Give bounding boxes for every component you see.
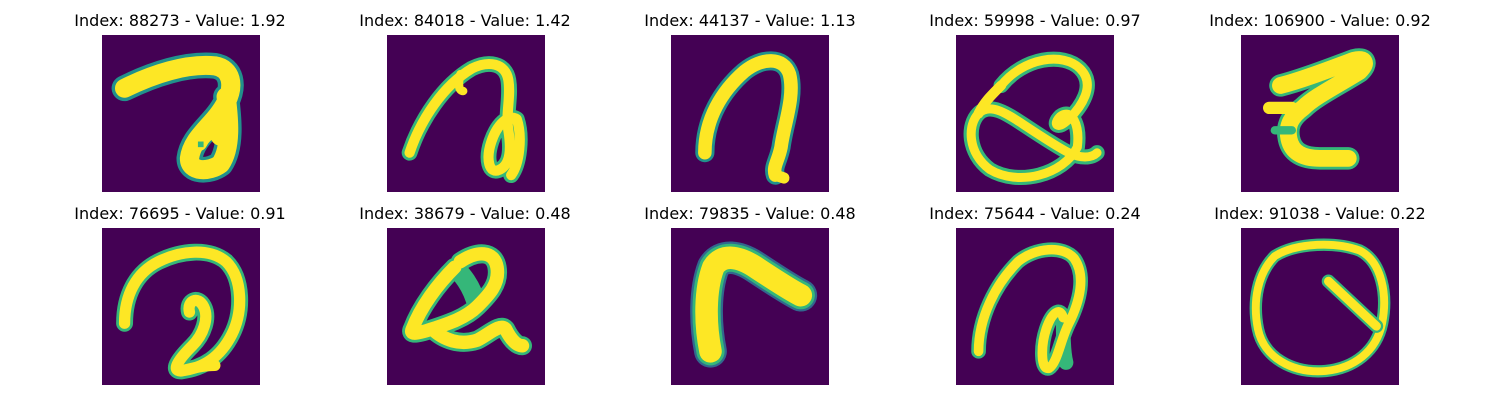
panel-title-1: Index: 88273 - Value: 1.92 [74,11,286,30]
panel-title-3: Index: 44137 - Value: 1.13 [644,11,856,30]
panel-title-9: Index: 75644 - Value: 0.24 [929,204,1141,223]
glyph-image-1 [102,35,260,192]
panel-title-7: Index: 38679 - Value: 0.48 [359,204,571,223]
panel-title-5: Index: 106900 - Value: 0.92 [1209,11,1431,30]
panel-title-10: Index: 91038 - Value: 0.22 [1214,204,1426,223]
glyph-image-7 [387,228,545,385]
image-background [1241,228,1399,385]
glyph-image-3 [671,35,829,192]
glyph-image-6 [102,228,260,385]
panel-title-6: Index: 76695 - Value: 0.91 [74,204,286,223]
glyph-image-2 [387,35,545,192]
panel-title-2: Index: 84018 - Value: 1.42 [359,11,571,30]
panel-title-8: Index: 79835 - Value: 0.48 [644,204,856,223]
glyph-image-5 [1241,35,1399,192]
glyph-image-9 [956,228,1114,385]
glyph-image-8 [671,228,829,385]
panel-title-4: Index: 59998 - Value: 0.97 [929,11,1141,30]
glyph-image-4 [956,35,1114,192]
glyph-image-10 [1241,228,1399,385]
